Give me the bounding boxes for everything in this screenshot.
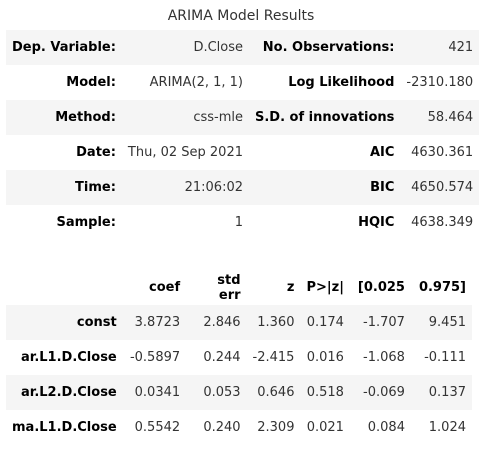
table-cell: 0.646 — [246, 375, 301, 410]
summary-label: Time: — [6, 170, 122, 205]
table-cell: 0.016 — [306, 350, 344, 365]
table-row: ma.L1.D.Close 0.5542 0.240 2.309 0.021 0… — [6, 410, 472, 445]
table-caption: ARIMA Model Results — [167, 8, 315, 24]
row-header: ar.L2.D.Close — [6, 375, 123, 410]
summary-value: 4650.574 — [400, 170, 480, 205]
table-row: Date: Thu, 02 Sep 2021 AIC 4630.361 — [6, 135, 479, 170]
table-cell: 1.024 — [428, 420, 466, 435]
table-cell: 0.518 — [300, 375, 350, 410]
row-header: ma.L1.D.Close — [12, 420, 117, 435]
column-header: std err — [217, 272, 241, 303]
summary-value: css-mle — [121, 100, 249, 135]
summary-label: Log Likelihood — [288, 75, 395, 90]
table-cell: 0.0341 — [122, 375, 187, 410]
coefficient-table: coef std err z P>|z| [0.025 0.975] const… — [6, 270, 472, 445]
summary-value: 4638.349 — [411, 215, 474, 230]
table-cell: 0.021 — [306, 420, 344, 435]
summary-label: AIC — [369, 145, 395, 160]
summary-value: 58.464 — [400, 100, 480, 135]
table-cell: 0.5542 — [134, 420, 181, 435]
summary-label: No. Observations: — [249, 30, 401, 65]
table-row: Dep. Variable: D.Close No. Observations:… — [6, 30, 480, 65]
table-cell: -0.111 — [424, 350, 466, 365]
table-cell: 9.451 — [410, 305, 472, 340]
table-cell: -1.068 — [363, 350, 405, 365]
column-header: coef — [149, 280, 181, 295]
summary-label: Sample: — [56, 215, 116, 230]
column-header: P>|z| — [306, 280, 344, 295]
table-cell: -0.5897 — [129, 350, 181, 365]
table-cell: 0.053 — [186, 375, 247, 410]
table-cell: 0.244 — [203, 350, 241, 365]
table-cell: -2.415 — [252, 350, 295, 365]
column-header: 0.975] — [418, 280, 466, 295]
table-row: Sample: 1 HQIC 4638.349 — [6, 205, 479, 240]
column-header — [6, 270, 123, 305]
column-header: z — [286, 280, 295, 295]
summary-label: S.D. of innovations — [249, 100, 401, 135]
table-row: Method: css-mle S.D. of innovations 58.4… — [6, 100, 480, 135]
summary-value: 4630.361 — [411, 145, 474, 160]
summary-label: Model: — [66, 75, 116, 90]
summary-value: 1 — [234, 215, 243, 230]
summary-value: -2310.180 — [406, 75, 474, 90]
table-row: ar.L2.D.Close 0.0341 0.053 0.646 0.518 -… — [6, 375, 472, 410]
table-cell: 1.360 — [246, 305, 301, 340]
summary-label: HQIC — [358, 215, 395, 230]
table-cell: 0.240 — [203, 420, 241, 435]
model-summary-table: Dep. Variable: D.Close No. Observations:… — [6, 30, 480, 240]
table-row: Time: 21:06:02 BIC 4650.574 — [6, 170, 480, 205]
table-row: ar.L1.D.Close -0.5897 0.244 -2.415 0.016… — [6, 340, 472, 375]
summary-value: 421 — [400, 30, 480, 65]
summary-label: Method: — [6, 100, 122, 135]
table-cell: 3.8723 — [122, 305, 187, 340]
summary-label: Dep. Variable: — [6, 30, 122, 65]
header-row: coef std err z P>|z| [0.025 0.975] — [6, 270, 472, 305]
summary-value: 21:06:02 — [121, 170, 249, 205]
summary-label: BIC — [249, 170, 401, 205]
table-cell: -1.707 — [349, 305, 411, 340]
summary-label: Date: — [76, 145, 116, 160]
table-cell: 0.174 — [300, 305, 350, 340]
table-row: const 3.8723 2.846 1.360 0.174 -1.707 9.… — [6, 305, 472, 340]
table-cell: 2.846 — [186, 305, 247, 340]
row-header: const — [6, 305, 123, 340]
table-cell: 2.309 — [257, 420, 295, 435]
row-header: ar.L1.D.Close — [21, 350, 117, 365]
summary-value: D.Close — [121, 30, 249, 65]
summary-value: ARIMA(2, 1, 1) — [149, 75, 243, 90]
summary-value: Thu, 02 Sep 2021 — [127, 145, 243, 160]
table-row: Model: ARIMA(2, 1, 1) Log Likelihood -23… — [6, 65, 479, 100]
table-cell: 0.084 — [367, 420, 405, 435]
table-cell: 0.137 — [410, 375, 472, 410]
column-header: [0.025 — [357, 280, 405, 295]
table-cell: -0.069 — [349, 375, 411, 410]
